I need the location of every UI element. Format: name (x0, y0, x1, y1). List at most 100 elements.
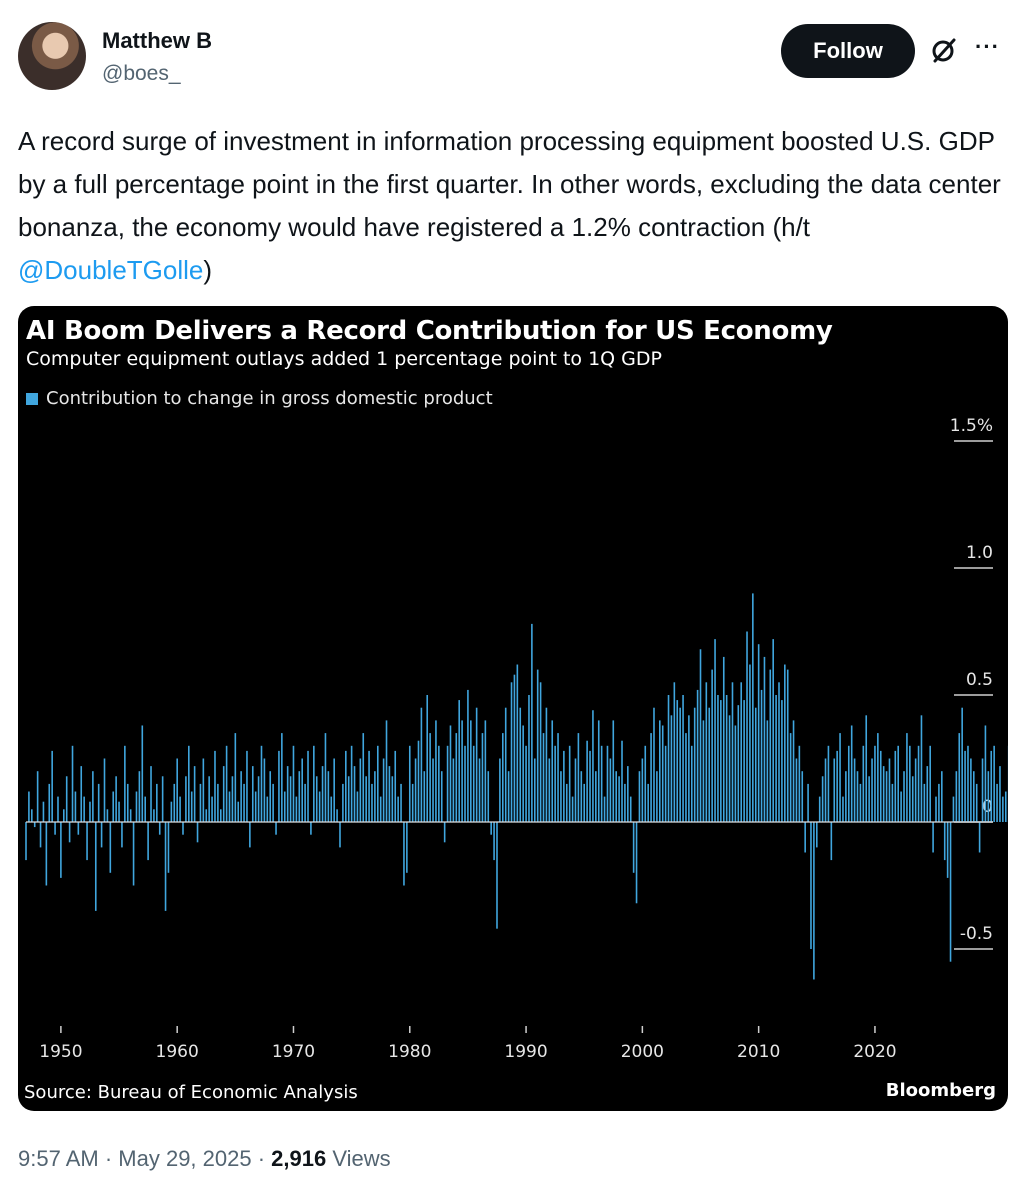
bar (374, 771, 376, 822)
bar (984, 725, 987, 822)
bar (725, 695, 728, 822)
bar (981, 758, 984, 822)
bar (403, 822, 405, 886)
bar (874, 745, 876, 822)
bar (656, 771, 658, 822)
bar (754, 707, 757, 822)
bar (391, 776, 394, 822)
bar (490, 822, 492, 835)
bar (763, 656, 766, 822)
bar (83, 796, 85, 822)
y-tick-label: 0.5 (966, 670, 993, 690)
bar (917, 745, 920, 822)
bar (467, 689, 469, 822)
follow-button[interactable]: Follow (781, 24, 915, 78)
bar (914, 758, 917, 822)
bar (406, 822, 408, 873)
bar (967, 745, 969, 822)
bar (539, 682, 542, 822)
bar (295, 796, 298, 822)
bar (237, 801, 240, 822)
bar (513, 674, 516, 822)
author-name[interactable]: Matthew B (102, 28, 212, 53)
bar (850, 725, 853, 822)
bar (115, 776, 117, 822)
bar (580, 771, 583, 822)
bar (411, 783, 414, 822)
bar (94, 822, 97, 911)
tweet-date[interactable]: May 29, 2025 (118, 1146, 252, 1171)
bar (400, 783, 402, 822)
bar (993, 745, 995, 822)
bar (560, 771, 562, 822)
bar (952, 796, 955, 822)
bar (795, 758, 798, 822)
bar (894, 750, 897, 822)
chart-image[interactable]: AI Boom Delivers a Record Contribution f… (18, 306, 1008, 1111)
bar (999, 766, 1001, 822)
bar (211, 796, 213, 822)
bar (333, 758, 335, 822)
bar (97, 783, 100, 822)
x-tick-label: 1980 (388, 1042, 431, 1062)
bar (996, 783, 998, 822)
author-handle[interactable]: @boes_ (102, 62, 181, 85)
bar (502, 733, 504, 822)
bar (804, 822, 806, 853)
bar (1004, 791, 1007, 822)
bar (470, 720, 472, 822)
bar (865, 715, 868, 822)
bar (693, 707, 696, 822)
bar (164, 822, 167, 911)
bar (504, 707, 507, 822)
bar (62, 809, 65, 822)
more-icon[interactable]: ··· (975, 34, 1000, 59)
bar (786, 669, 789, 822)
tweet-body: A record surge of investment in informat… (18, 126, 1001, 242)
bar (179, 796, 181, 822)
bar (690, 745, 693, 822)
bar (531, 623, 533, 822)
bar (185, 776, 187, 822)
bar (283, 791, 286, 822)
bar (839, 733, 841, 822)
bar (141, 725, 144, 822)
bar (815, 822, 818, 848)
tweet-time[interactable]: 9:57 AM (18, 1146, 99, 1171)
bar (871, 758, 873, 822)
bar (336, 809, 338, 822)
bar (618, 776, 620, 822)
tweet-text-end: ) (203, 255, 213, 285)
bar (595, 771, 597, 822)
bar (565, 783, 568, 822)
avatar[interactable] (18, 22, 86, 90)
bar (557, 733, 559, 822)
y-tick-label: 1.0 (966, 543, 993, 563)
bar (685, 733, 687, 822)
bar (972, 771, 975, 822)
bar (71, 745, 74, 822)
bar (789, 733, 792, 822)
bar (548, 758, 551, 822)
bar (74, 791, 77, 822)
bar (635, 822, 638, 904)
y-tick-label: 1.5% (950, 416, 993, 436)
bar (978, 822, 981, 853)
mention-link[interactable]: @DoubleTGolle (18, 255, 204, 285)
tweet-meta: 9:57 AM · May 29, 2025 · 2,916 Views (18, 1146, 391, 1172)
bar (147, 822, 149, 861)
bar (304, 783, 306, 822)
bar (638, 771, 641, 822)
grok-icon[interactable] (928, 34, 960, 66)
bar (118, 801, 120, 822)
bar (682, 695, 684, 822)
bar (929, 745, 931, 822)
bar (217, 783, 219, 822)
bar (342, 783, 344, 822)
bar (173, 783, 176, 822)
chart-title: AI Boom Delivers a Record Contribution f… (26, 316, 833, 346)
bar (536, 669, 539, 822)
x-tick-label: 2000 (621, 1042, 664, 1062)
meta-separator: · (98, 1146, 119, 1171)
bar (577, 733, 580, 822)
